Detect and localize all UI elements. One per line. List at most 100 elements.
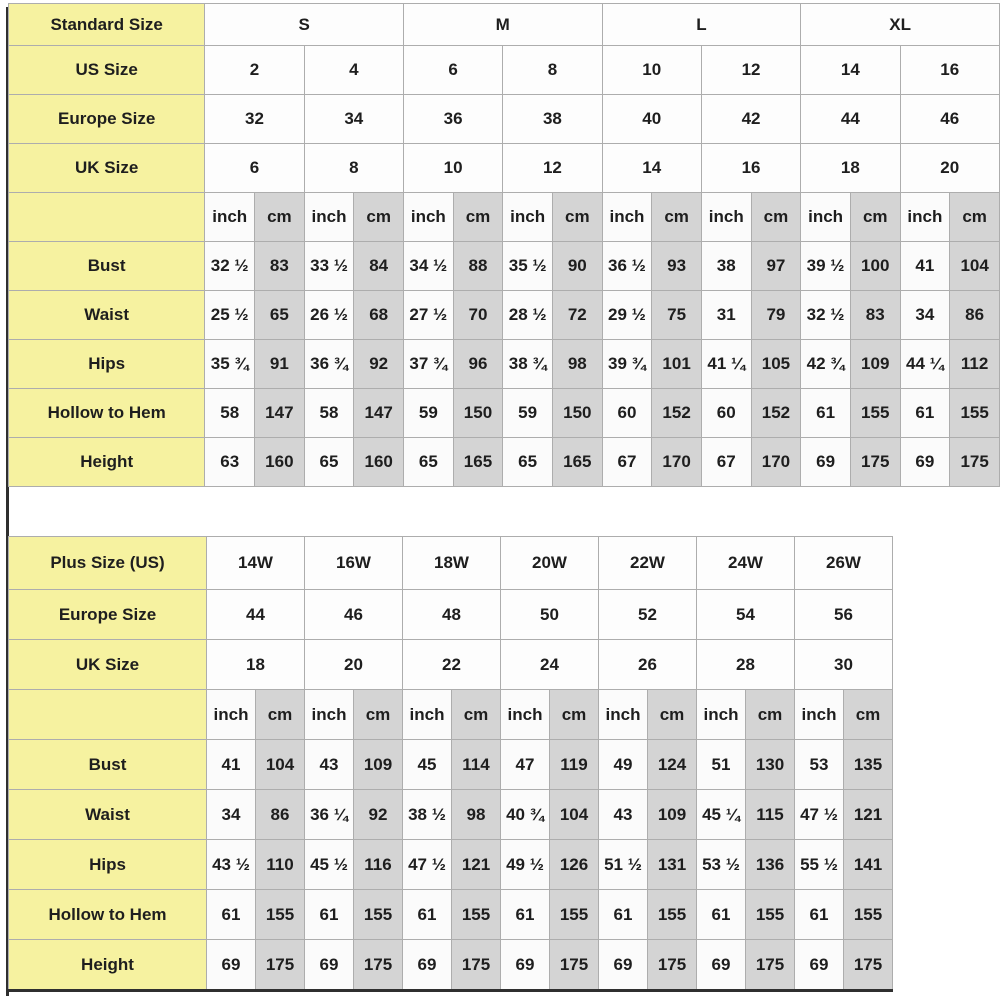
size-header-cell: 44 (206, 589, 305, 640)
size-header-cell: 2 (204, 45, 305, 95)
size-header-cell: 20 (304, 639, 403, 690)
measure-value-cell: 104 (949, 241, 1000, 291)
size-header-cell: 22W (598, 536, 697, 590)
unit-header-cell: cm (255, 689, 305, 740)
unit-header-cell: cm (745, 689, 795, 740)
measure-value-cell: 155 (849, 388, 901, 438)
measure-value-cell: 147 (254, 388, 305, 438)
size-header-cell: 22 (402, 639, 501, 690)
unit-header-cell: cm (843, 689, 893, 740)
measure-value-cell: 34 (206, 789, 256, 840)
measure-value-cell: 65 (402, 437, 454, 487)
size-header-cell: 8 (502, 45, 603, 95)
measure-value-cell: 60 (700, 388, 752, 438)
size-header-cell: 48 (402, 589, 501, 640)
measure-value-cell: 97 (750, 241, 802, 291)
plus-size-table-wrapper: Plus Size (US) 14W 16W 18W 20W 22W 24W 26W Europ… (8, 536, 900, 998)
measure-value-cell: 41 (206, 739, 256, 790)
measure-value-cell: 104 (549, 789, 599, 840)
measure-value-cell: 155 (949, 388, 1000, 438)
measure-value-cell: 165 (452, 437, 504, 487)
measure-value-cell: 175 (745, 939, 795, 991)
size-header-cell: 10 (601, 45, 702, 95)
measure-value-cell: 69 (794, 939, 844, 991)
measure-value-cell: 100 (849, 241, 901, 291)
measure-value-cell: 45 ¼ (696, 789, 746, 840)
measure-value-cell: 38 (700, 241, 752, 291)
size-header-cell: 6 (402, 45, 504, 95)
measure-value-cell: 69 (402, 939, 452, 991)
size-header-cell: 46 (899, 94, 1000, 144)
unit-header-cell: cm (452, 192, 504, 242)
unit-header-cell: cm (451, 689, 501, 740)
row-label: Bust (8, 739, 207, 790)
row-label: Hips (8, 339, 206, 389)
row-label: Height (8, 939, 207, 991)
measure-value-cell: 53 ½ (696, 839, 746, 890)
size-header-cell: 8 (303, 143, 404, 193)
measure-value-cell: 69 (800, 437, 851, 487)
unit-header-cell: inch (700, 192, 752, 242)
measure-value-cell: 67 (700, 437, 752, 487)
measure-value-cell: 25 ½ (204, 290, 256, 340)
measure-value-cell: 47 ½ (402, 839, 452, 890)
size-header-cell: 16 (899, 45, 1000, 95)
measure-value-cell: 61 (402, 889, 452, 940)
measure-value-cell: 121 (451, 839, 501, 890)
table-left-frame-line (6, 7, 9, 996)
measure-value-cell: 38 ¾ (502, 339, 554, 389)
measure-value-cell: 42 ¾ (800, 339, 851, 389)
measure-value-cell: 121 (843, 789, 893, 840)
unit-header-cell: cm (549, 689, 599, 740)
measure-value-cell: 69 (696, 939, 746, 991)
standard-size-table: Standard Size S M L XL US Size 2 4 6 8 10 12 14 16 Eur… (8, 3, 1000, 487)
measure-value-cell: 36 ¼ (304, 789, 354, 840)
measure-value-cell: 43 (304, 739, 354, 790)
measure-value-cell: 61 (800, 388, 851, 438)
size-header-cell: 14 (800, 45, 901, 95)
measure-value-cell: 38 ½ (402, 789, 452, 840)
row-label: Europe Size (8, 94, 206, 144)
measure-value-cell: 152 (651, 388, 702, 438)
measure-value-cell: 155 (255, 889, 305, 940)
measure-value-cell: 155 (745, 889, 795, 940)
measure-value-cell: 170 (651, 437, 702, 487)
size-header-cell: 16 (700, 143, 802, 193)
measure-value-cell: 147 (353, 388, 404, 438)
measure-value-cell: 39 ¾ (601, 339, 653, 389)
size-header-cell: 52 (598, 589, 697, 640)
measure-value-cell: 135 (843, 739, 893, 790)
measure-value-cell: 41 (899, 241, 951, 291)
measure-value-cell: 35 ½ (502, 241, 554, 291)
size-header-cell: 12 (502, 143, 603, 193)
measure-value-cell: 112 (949, 339, 1000, 389)
measure-value-cell: 155 (451, 889, 501, 940)
size-header-cell: 40 (601, 94, 702, 144)
measure-value-cell: 45 ½ (304, 839, 354, 890)
unit-header-cell: inch (304, 689, 354, 740)
measure-value-cell: 41 ¼ (700, 339, 752, 389)
measure-value-cell: 35 ¾ (204, 339, 256, 389)
measure-value-cell: 90 (552, 241, 603, 291)
unit-header-cell: inch (402, 192, 454, 242)
measure-value-cell: 51 ½ (598, 839, 648, 890)
measure-value-cell: 83 (849, 290, 901, 340)
measure-value-cell: 69 (304, 939, 354, 991)
unit-header-cell: cm (353, 689, 403, 740)
measure-value-cell: 124 (647, 739, 697, 790)
measure-value-cell: 92 (353, 339, 404, 389)
measure-value-cell: 96 (452, 339, 504, 389)
measure-value-cell: 126 (549, 839, 599, 890)
measure-value-cell: 36 ½ (601, 241, 653, 291)
measure-value-cell: 33 ½ (303, 241, 355, 291)
plus-size-table: Plus Size (US) 14W 16W 18W 20W 22W 24W 26W Europ… (8, 536, 893, 992)
measure-value-cell: 61 (206, 889, 256, 940)
measure-value-cell: 26 ½ (303, 290, 355, 340)
row-label: Standard Size (8, 3, 206, 46)
measure-value-cell: 39 ½ (800, 241, 851, 291)
measure-value-cell: 155 (353, 889, 403, 940)
measure-value-cell: 150 (452, 388, 504, 438)
measure-value-cell: 59 (502, 388, 554, 438)
measure-value-cell: 109 (353, 739, 403, 790)
measure-value-cell: 27 ½ (402, 290, 454, 340)
